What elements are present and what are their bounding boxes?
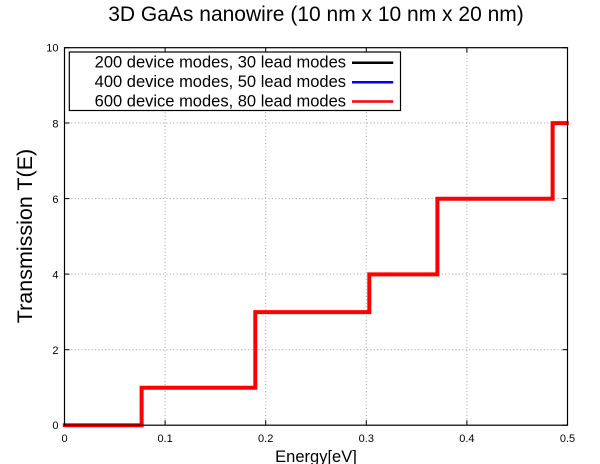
svg-text:8: 8 <box>52 118 58 130</box>
svg-text:0.1: 0.1 <box>157 433 172 445</box>
svg-text:600 device modes, 80 lead mode: 600 device modes, 80 lead modes <box>95 92 346 110</box>
svg-text:6: 6 <box>52 194 58 206</box>
svg-text:3D GaAs nanowire (10 nm x 10 n: 3D GaAs nanowire (10 nm x 10 nm x 20 nm) <box>108 3 524 26</box>
svg-text:Transmission T(E): Transmission T(E) <box>13 149 37 323</box>
svg-text:Energy[eV]: Energy[eV] <box>275 448 357 464</box>
svg-text:0.5: 0.5 <box>560 433 575 445</box>
svg-text:200 device modes, 30 lead mode: 200 device modes, 30 lead modes <box>95 54 346 72</box>
svg-text:0.2: 0.2 <box>258 433 273 445</box>
svg-text:0: 0 <box>61 433 67 445</box>
svg-text:0.3: 0.3 <box>359 433 374 445</box>
svg-text:400 device modes, 50 lead mode: 400 device modes, 50 lead modes <box>95 73 346 91</box>
svg-text:4: 4 <box>52 269 58 281</box>
svg-text:10: 10 <box>46 43 58 55</box>
svg-text:0: 0 <box>52 420 58 432</box>
svg-text:2: 2 <box>52 345 58 357</box>
svg-text:0.4: 0.4 <box>459 433 474 445</box>
